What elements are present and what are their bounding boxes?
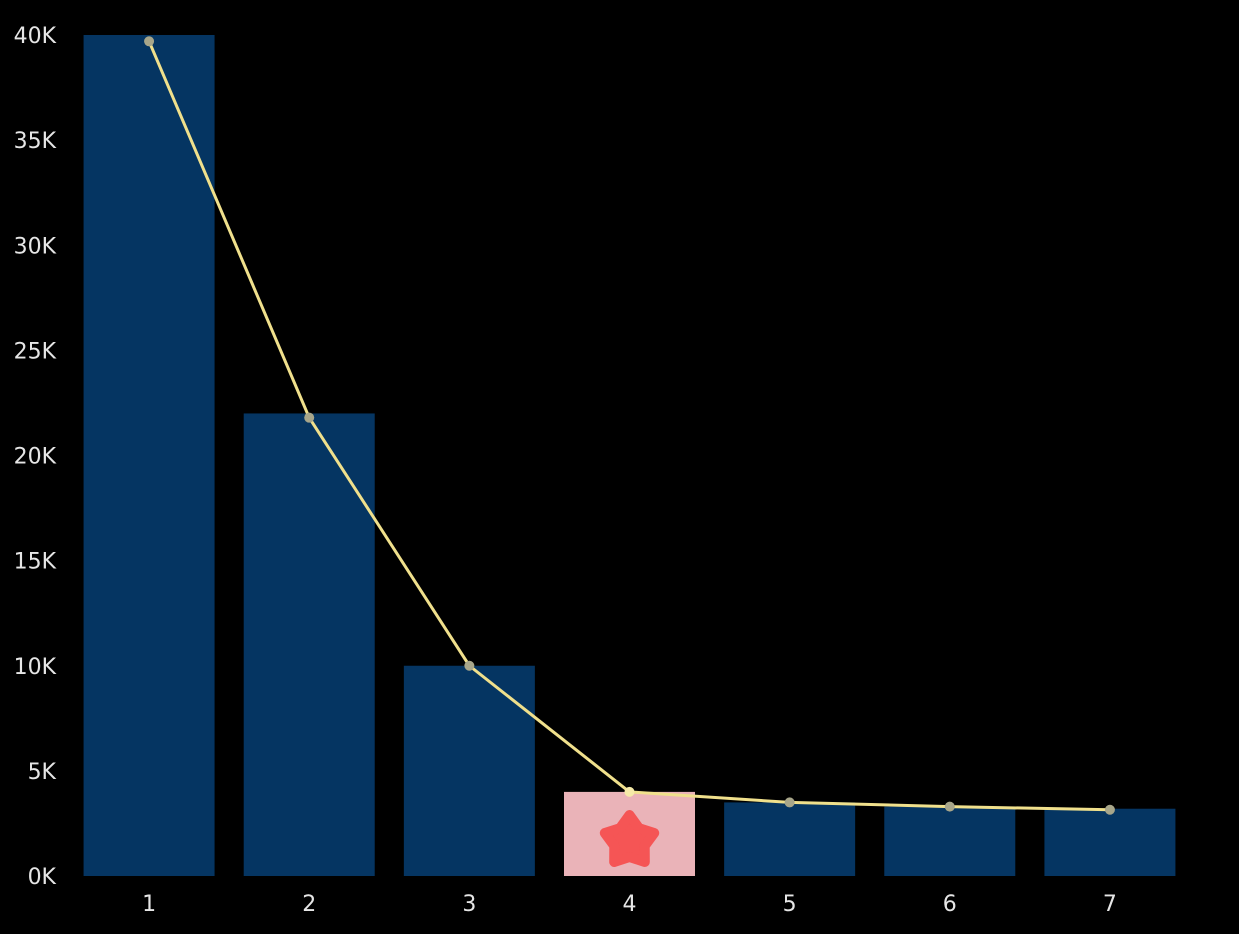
bar[interactable] (1044, 808, 1176, 876)
y-tick-label: 20K (14, 445, 57, 470)
x-tick-label: 7 (1103, 892, 1117, 917)
bar[interactable] (243, 413, 375, 876)
star-icon (599, 810, 660, 867)
bar-series (83, 35, 1176, 876)
line-point[interactable] (144, 36, 155, 47)
x-axis: 1 2 3 4 5 6 7 (142, 892, 1117, 917)
x-tick-label: 3 (462, 892, 476, 917)
y-tick-label: 5K (28, 760, 57, 785)
y-tick-label: 10K (14, 655, 57, 680)
bar[interactable] (884, 806, 1016, 876)
line-point[interactable] (304, 412, 315, 423)
bar[interactable] (403, 665, 535, 876)
y-tick-label: 0K (28, 865, 57, 890)
y-tick-label: 35K (14, 129, 57, 154)
line-point[interactable] (464, 660, 475, 671)
x-tick-label: 6 (943, 892, 957, 917)
highlight-marker (599, 810, 660, 867)
bar[interactable] (83, 35, 215, 876)
y-tick-label: 15K (14, 550, 57, 575)
y-tick-label: 30K (14, 234, 57, 259)
y-tick-label: 40K (14, 24, 57, 49)
line-point[interactable] (784, 797, 795, 808)
y-axis: 0K 5K 10K 15K 20K 25K 30K 35K 40K (14, 24, 57, 890)
bar[interactable] (724, 802, 856, 876)
line-point[interactable] (624, 786, 635, 797)
x-tick-label: 4 (623, 892, 637, 917)
x-tick-label: 5 (783, 892, 797, 917)
x-tick-label: 2 (302, 892, 316, 917)
line-point[interactable] (1104, 804, 1115, 815)
line-series (144, 36, 1115, 815)
line-point[interactable] (944, 801, 955, 812)
x-tick-label: 1 (142, 892, 156, 917)
y-tick-label: 25K (14, 339, 57, 364)
